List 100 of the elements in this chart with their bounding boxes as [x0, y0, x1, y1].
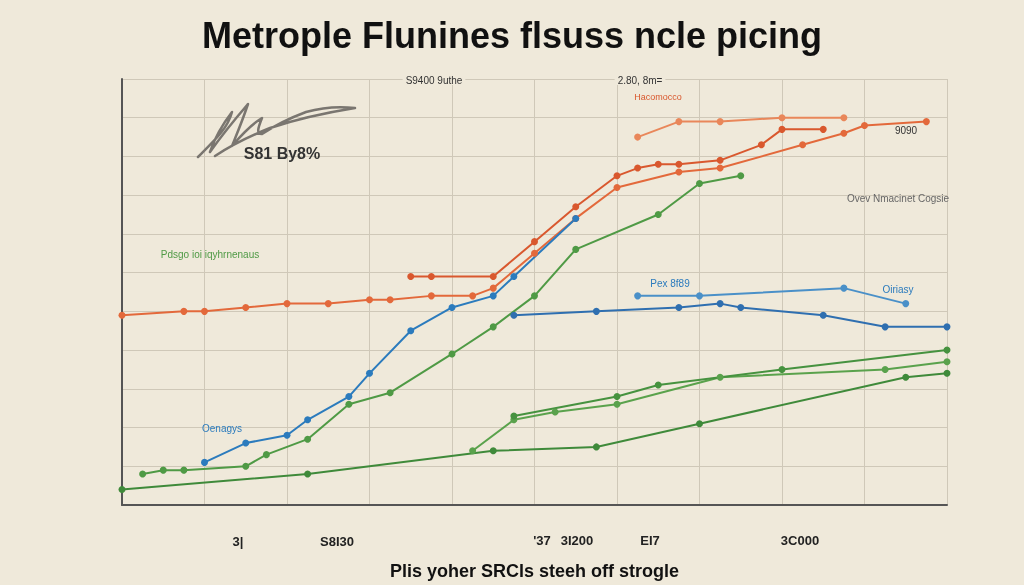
- point: [366, 296, 373, 304]
- point: [448, 303, 456, 311]
- point: [654, 381, 662, 389]
- annotation: 9090: [894, 124, 918, 136]
- text: '37: [533, 532, 551, 548]
- point: [510, 273, 518, 281]
- text: 2.80, 8m=: [617, 74, 663, 86]
- point: [118, 486, 126, 494]
- annotation: S81 By8%: [243, 144, 321, 162]
- point: [180, 307, 188, 315]
- point: [902, 373, 910, 381]
- point: [654, 211, 662, 219]
- point: [613, 183, 621, 191]
- chart-title: Metrople Flunines flsuss ncle picing: [201, 14, 823, 56]
- point: [634, 164, 642, 172]
- text: Hacomocco: [634, 92, 682, 102]
- point: [489, 323, 497, 331]
- point: [180, 466, 188, 474]
- point: [386, 389, 394, 397]
- point: [324, 300, 332, 308]
- point: [283, 300, 291, 308]
- annotation: Oenagys: [201, 422, 243, 434]
- point: [407, 327, 415, 335]
- point: [613, 393, 621, 401]
- point: [861, 121, 868, 129]
- point: [943, 358, 951, 366]
- point: [242, 439, 250, 447]
- point: [469, 447, 477, 455]
- point: [489, 292, 497, 300]
- point: [778, 114, 786, 122]
- annotation: Oiriasy: [882, 283, 914, 295]
- point: [634, 133, 642, 141]
- point: [716, 164, 724, 172]
- point: [799, 141, 807, 149]
- point: [592, 307, 600, 315]
- point: [427, 273, 435, 281]
- text: S8I30: [320, 533, 354, 549]
- point: [716, 156, 724, 164]
- point: [531, 292, 538, 300]
- point: [572, 245, 580, 253]
- point: [675, 303, 683, 311]
- point: [510, 311, 518, 319]
- point: [201, 307, 208, 315]
- point: [262, 451, 270, 459]
- point: [654, 160, 662, 168]
- point: [489, 447, 497, 455]
- point: [469, 292, 477, 300]
- point: [242, 462, 250, 470]
- point: [716, 118, 724, 126]
- point: [592, 443, 600, 451]
- point: [304, 435, 312, 443]
- point: [840, 129, 848, 137]
- point: [407, 273, 415, 281]
- point: [922, 118, 930, 126]
- point: [696, 420, 703, 428]
- point: [118, 311, 126, 319]
- point: [201, 458, 208, 466]
- point: [716, 300, 724, 308]
- point: [139, 470, 147, 478]
- point: [778, 365, 786, 373]
- text: 3I200: [560, 532, 594, 548]
- point: [427, 292, 435, 300]
- point: [345, 393, 353, 401]
- point: [840, 114, 848, 122]
- point: [675, 168, 683, 176]
- point: [634, 292, 642, 300]
- point: [283, 431, 291, 439]
- text: EI7: [640, 532, 660, 548]
- point: [778, 125, 786, 133]
- point: [696, 292, 703, 300]
- point: [675, 118, 683, 126]
- point: [840, 284, 848, 292]
- point: [613, 172, 621, 180]
- point: [531, 238, 538, 246]
- x-axis-title: Plis yoher SRCls steeh off strogle: [389, 561, 680, 581]
- point: [696, 180, 703, 188]
- point: [737, 172, 745, 180]
- point: [159, 466, 167, 474]
- point: [531, 249, 538, 257]
- point: [572, 203, 580, 211]
- point: [716, 373, 724, 381]
- point: [881, 365, 889, 373]
- point: [510, 412, 518, 420]
- point: [881, 323, 889, 331]
- point: [819, 125, 827, 133]
- point: [675, 160, 683, 168]
- annotation: Pdsgo ioi iqyhrnenaus: [160, 248, 260, 260]
- point: [757, 141, 765, 149]
- point: [345, 400, 353, 408]
- point: [242, 303, 250, 311]
- annotation: Pex 8f89: [650, 277, 691, 289]
- point: [366, 369, 373, 377]
- annotation: Ovev Nmacinet Cogsie: [846, 192, 950, 204]
- point: [819, 311, 827, 319]
- text: 3|: [232, 533, 244, 549]
- point: [737, 303, 745, 311]
- text: S9400 9uthe: [405, 74, 463, 86]
- point: [304, 470, 312, 478]
- point: [304, 416, 312, 424]
- point: [902, 300, 910, 308]
